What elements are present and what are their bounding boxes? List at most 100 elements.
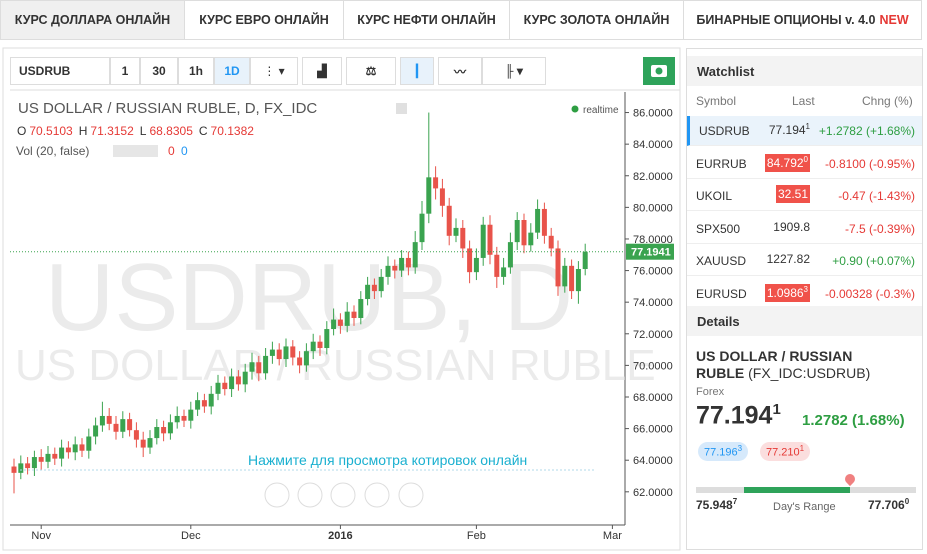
interval-button[interactable]: 1D xyxy=(214,57,250,85)
last: 84.7920 xyxy=(764,153,810,172)
nav-button[interactable] xyxy=(330,482,356,508)
last-value: 84.7920 xyxy=(764,153,810,172)
candle-body xyxy=(188,409,194,421)
candle-body xyxy=(344,311,350,326)
candles-button[interactable]: ┃ xyxy=(400,57,434,85)
overlay-text[interactable]: Нажмите для просмотра котировок онлайн xyxy=(248,452,527,468)
watchlist-row[interactable]: UKOIL 32.51 -0.47 (-1.43%) xyxy=(687,181,922,211)
candle-body xyxy=(154,427,160,439)
nav-button[interactable] xyxy=(264,482,290,508)
y-tick-label: 78.0000 xyxy=(633,234,673,246)
camera-lens xyxy=(655,67,663,75)
candle-body xyxy=(405,257,411,268)
last-value: 32.51 xyxy=(775,185,810,203)
change: -0.8100 (-0.95%) xyxy=(824,156,915,171)
more-button[interactable]: ⋮ ▾ xyxy=(250,57,298,85)
interval-button[interactable]: 30 xyxy=(140,57,178,85)
watchlist-row[interactable]: EURUSD 1.09863 -0.00328 (-0.3%) xyxy=(687,279,922,309)
line-button[interactable]: 〰 xyxy=(438,57,482,85)
symbol: EURRUB xyxy=(696,156,747,171)
symbol: UKOIL xyxy=(696,189,733,203)
change: -0.47 (-1.43%) xyxy=(838,189,915,203)
watchlist-row[interactable]: XAUUSD 1227.82 +0.90 (+0.07%) xyxy=(687,246,922,276)
x-tick-label: Mar xyxy=(603,530,622,542)
candle-body xyxy=(297,357,303,366)
realtime-dot xyxy=(571,105,579,113)
column-header: Symbol xyxy=(696,94,737,108)
symbol: EURUSD xyxy=(696,286,747,301)
last: 1.09863 xyxy=(764,283,810,302)
tab[interactable]: КУРС НЕФТИ ОНЛАЙН xyxy=(343,0,510,40)
nav-button[interactable] xyxy=(297,482,323,508)
candle-body xyxy=(399,257,405,271)
watermark-name: US DOLLAR / RUSSIAN RUBLE xyxy=(15,341,656,390)
candle-body xyxy=(133,430,139,440)
ask-main: 77.210 xyxy=(766,446,800,459)
candle-body xyxy=(569,265,575,292)
nav-button[interactable] xyxy=(398,482,424,508)
last-main: 84.792 xyxy=(766,155,804,170)
range-low: 75.9487 xyxy=(696,497,737,512)
watchlist-row[interactable]: USDRUB 77.1941 +1.2782 (+1.68%) xyxy=(687,116,922,146)
y-tick-label: 66.0000 xyxy=(633,424,673,436)
candle-body xyxy=(541,208,547,236)
candle-body xyxy=(99,415,105,426)
change: -0.00328 (-0.3%) xyxy=(824,286,915,301)
candle-body xyxy=(582,251,588,269)
price-sup: 1 xyxy=(772,401,781,418)
candle-body xyxy=(120,419,126,432)
last-value: 1.09863 xyxy=(764,283,810,302)
x-tick-label: Nov xyxy=(31,530,51,542)
candle-body xyxy=(385,265,391,277)
title-icon xyxy=(396,103,407,114)
symbol-input[interactable]: USDRUB xyxy=(10,57,110,85)
tab-label: КУРС ЗОЛОТА ОНЛАЙН xyxy=(523,13,670,27)
candle-body xyxy=(412,242,418,268)
bars-button[interactable]: ╟ ▾ xyxy=(482,57,546,85)
candle-body xyxy=(25,463,31,469)
x-tick-label: Dec xyxy=(181,530,201,542)
y-tick-label: 74.0000 xyxy=(633,297,673,309)
indicators-button[interactable]: ▟ xyxy=(302,57,342,85)
candle-body xyxy=(487,224,493,255)
watchlist-row[interactable]: SPX500 1909.8 -7.5 (-0.39%) xyxy=(687,214,922,244)
candle-body xyxy=(324,329,330,349)
candle-body xyxy=(467,248,473,273)
ask: 77.2101 xyxy=(760,442,811,461)
range-high: 77.7060 xyxy=(868,497,909,512)
candle-body xyxy=(453,227,459,236)
tab[interactable]: КУРС ДОЛЛАРА ОНЛАЙН xyxy=(0,0,185,40)
interval-button[interactable]: 1 xyxy=(110,57,140,85)
candle-body xyxy=(45,453,51,462)
interval-button[interactable]: 1h xyxy=(178,57,214,85)
candle-body xyxy=(501,267,507,277)
compare-button[interactable]: ⚖ xyxy=(346,57,396,85)
candle-body xyxy=(181,415,187,421)
last: 77.1941 xyxy=(769,122,810,137)
candle-body xyxy=(222,382,228,390)
tab-label: КУРС ДОЛЛАРА ОНЛАЙН xyxy=(14,13,171,27)
last-main: 1909.8 xyxy=(773,219,810,234)
bid-main: 77.196 xyxy=(704,446,738,459)
candle-body xyxy=(528,232,534,246)
candle-body xyxy=(161,427,167,434)
y-tick-label: 84.0000 xyxy=(633,139,673,151)
tab[interactable]: КУРС ЗОЛОТА ОНЛАЙН xyxy=(509,0,684,40)
candle-body xyxy=(72,444,78,453)
tab[interactable]: БИНАРНЫЕ ОПЦИОНЫ v. 4.0 NEW xyxy=(683,0,922,40)
candle-body xyxy=(113,423,119,432)
nav-button[interactable] xyxy=(364,482,390,508)
realtime-label: realtime xyxy=(583,105,619,116)
price-change: 1.2782 (1.68%) xyxy=(802,412,905,429)
candle-body xyxy=(167,422,173,434)
ohlc-key: L xyxy=(140,124,147,138)
last-value: 77.1941 xyxy=(769,122,810,137)
chart-title: US DOLLAR / RUSSIAN RUBLE, D, FX_IDC xyxy=(18,100,317,117)
tab[interactable]: КУРС ЕВРО ОНЛАЙН xyxy=(184,0,344,40)
candle-body xyxy=(52,453,58,459)
watchlist-row[interactable]: EURRUB 84.7920 -0.8100 (-0.95%) xyxy=(687,149,922,179)
candle-body xyxy=(480,224,486,258)
candle-body xyxy=(59,447,65,459)
bid-sup: 3 xyxy=(737,444,743,453)
